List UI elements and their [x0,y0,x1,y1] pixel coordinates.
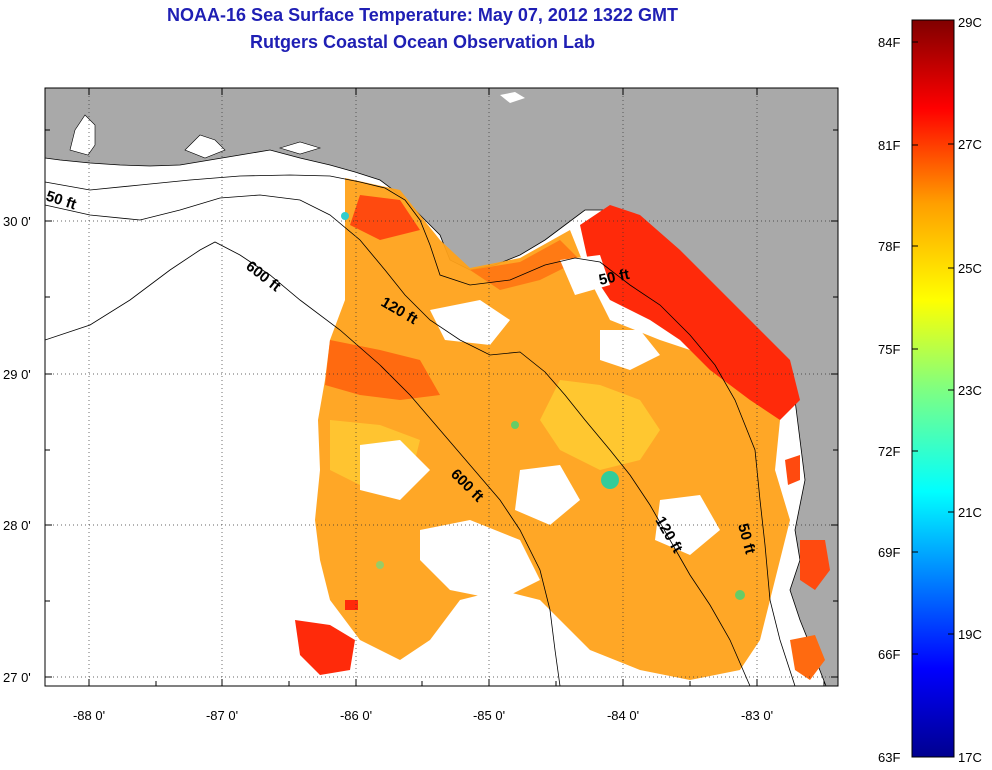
colorbar-c-label: 17C [958,750,982,765]
colorbar-c-label: 21C [958,505,982,520]
longitude-label: -83 0' [741,708,773,723]
axis-ticks [45,88,838,686]
colorbar-c-label: 27C [958,137,982,152]
colorbar-c-label: 29C [958,15,982,30]
bay-cutout [184,134,226,159]
latitude-label: 30 0' [3,214,31,229]
latitude-label: 27 0' [3,670,31,685]
colorbar-f-label: 63F [878,750,900,765]
map-title: NOAA-16 Sea Surface Temperature: May 07,… [167,5,678,25]
colorbar-f-label: 81F [878,138,900,153]
colorbar [911,19,955,758]
colorbar-f-label: 72F [878,444,900,459]
map-subtitle: Rutgers Coastal Ocean Observation Lab [249,32,596,52]
land-mass [45,88,838,686]
longitude-label: -87 0' [206,708,238,723]
colorbar-c-label: 19C [958,627,982,642]
isobath-600ft [45,241,561,686]
colorbar-f-label: 69F [878,545,900,560]
longitude-label: -85 0' [473,708,505,723]
longitude-label: -88 0' [73,708,105,723]
map-frame [44,87,839,687]
graticule [45,88,838,686]
inland-lake [500,92,525,103]
colorbar-c-label: 23C [958,383,982,398]
sst-data-layer [295,178,830,680]
colorbar-f-label: 78F [878,239,900,254]
isobath-label: 50 ft [597,266,631,289]
colorbar-f-label: 84F [878,35,900,50]
latitude-label: 29 0' [3,367,31,382]
latitude-label: 28 0' [3,518,31,533]
colorbar-ticks [912,41,954,655]
longitude-label: -84 0' [607,708,639,723]
bay-cutout [278,141,322,155]
isobath-50ft [45,174,796,686]
colorbar-c-label: 25C [958,261,982,276]
colorbar-f-label: 66F [878,647,900,662]
colorbar-f-label: 75F [878,342,900,357]
longitude-label: -86 0' [340,708,372,723]
isobath-120ft [45,194,751,686]
